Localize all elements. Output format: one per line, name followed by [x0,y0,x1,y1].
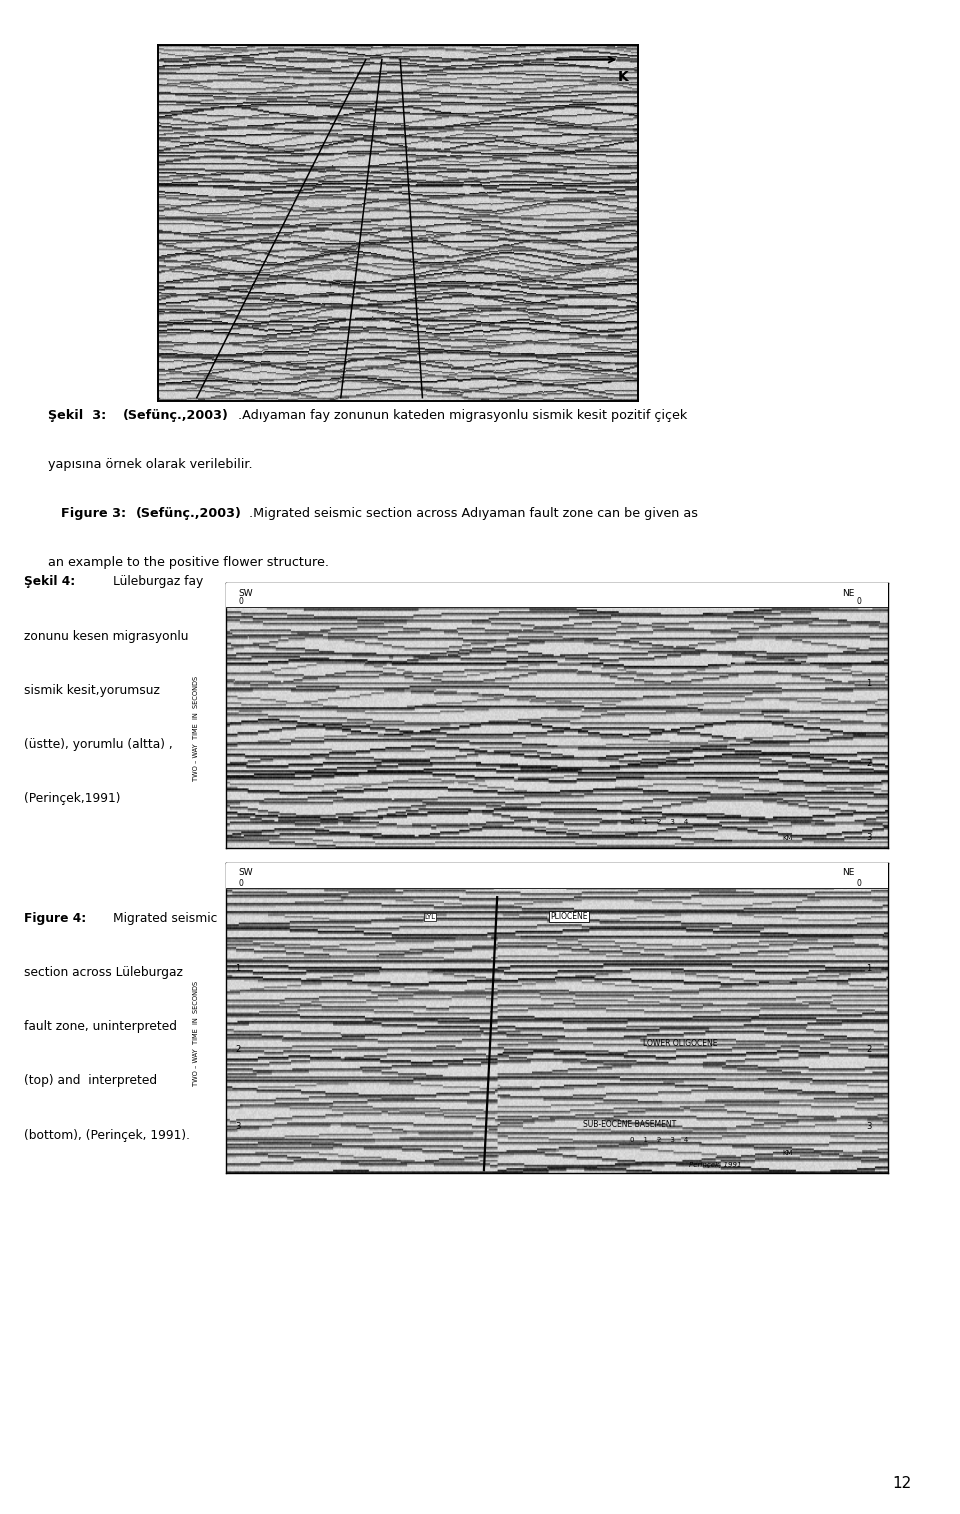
Text: Migrated seismic: Migrated seismic [112,911,217,925]
Text: 3: 3 [235,1122,241,1131]
Text: (Perinçek,1991): (Perinçek,1991) [24,792,121,805]
Text: LYL: LYL [424,914,436,921]
Text: SW: SW [239,589,253,598]
Text: 2: 2 [235,1045,241,1054]
Text: zonunu kesen migrasyonlu: zonunu kesen migrasyonlu [24,630,188,642]
Text: Figure 3:: Figure 3: [61,507,127,521]
Text: Lüleburgaz fay: Lüleburgaz fay [112,575,203,589]
Text: Şekil 4:: Şekil 4: [24,575,75,589]
Text: Şekil  3:: Şekil 3: [48,409,110,422]
Text: 2: 2 [866,759,872,768]
Text: (üstte), yorumlu (altta) ,: (üstte), yorumlu (altta) , [24,737,173,751]
Text: NE: NE [842,868,854,877]
Text: Figure 4:: Figure 4: [24,911,86,925]
Text: (bottom), (Perinçek, 1991).: (bottom), (Perinçek, 1991). [24,1128,190,1142]
Text: 0: 0 [856,597,861,606]
Text: (Sefünç.,2003): (Sefünç.,2003) [136,507,242,521]
Text: sismik kesit,yorumsuz: sismik kesit,yorumsuz [24,684,160,696]
Text: KM: KM [782,834,793,840]
Text: 3: 3 [866,1122,872,1131]
Text: LOWER OLIGOCENE: LOWER OLIGOCENE [643,1039,717,1048]
Text: TWO – WAY  TIME  IN  SECONDS: TWO – WAY TIME IN SECONDS [193,981,199,1086]
Bar [226,863,888,887]
Text: KM: KM [782,1149,793,1155]
Text: 3: 3 [866,833,872,842]
Text: (top) and  interpreted: (top) and interpreted [24,1075,157,1087]
Text: NE: NE [842,589,854,598]
Text: 0: 0 [856,878,861,887]
Text: yapısına örnek olarak verilebilir.: yapısına örnek olarak verilebilir. [48,457,252,471]
Text: (Sefünç.,2003): (Sefünç.,2003) [123,409,228,422]
Text: .Migrated seismic section across Adıyaman fault zone can be given as: .Migrated seismic section across Adıyama… [250,507,698,521]
Bar [226,583,888,607]
Text: 2: 2 [866,1045,872,1054]
Text: section across Lüleburgaz: section across Lüleburgaz [24,966,182,980]
Text: SUB-EOCENE BASEMENT: SUB-EOCENE BASEMENT [584,1120,677,1129]
Text: Perinçek, 1991: Perinçek, 1991 [689,1163,742,1169]
Text: 0    1    2    3    4: 0 1 2 3 4 [630,1137,688,1143]
Text: 1: 1 [235,964,241,974]
Text: fault zone, uninterpreted: fault zone, uninterpreted [24,1020,177,1033]
Text: 12: 12 [893,1476,912,1491]
Text: K: K [618,70,629,85]
Text: 1: 1 [866,680,872,687]
Text: TWO – WAY  TIME  IN  SECONDS: TWO – WAY TIME IN SECONDS [193,677,199,781]
Text: PLIOCENE: PLIOCENE [550,911,588,921]
Text: .Adıyaman fay zonunun kateden migrasyonlu sismik kesit pozitif çiçek: .Adıyaman fay zonunun kateden migrasyonl… [238,409,687,422]
Text: 0: 0 [239,878,244,887]
Text: an example to the positive flower structure.: an example to the positive flower struct… [48,556,329,569]
Text: 0: 0 [239,597,244,606]
Text: 1: 1 [866,964,872,974]
Text: SW: SW [239,868,253,877]
Text: 0    1    2    3    4: 0 1 2 3 4 [630,819,688,825]
